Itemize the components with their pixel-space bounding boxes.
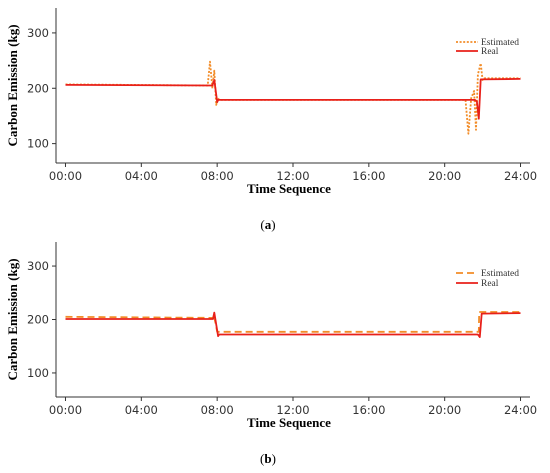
y-tick-label: 200 [27,313,49,327]
x-tick-label: 00:00 [49,169,82,183]
x-tick-label: 08:00 [201,403,234,417]
panel-label: (b) [260,451,276,466]
x-tick-label: 12:00 [276,169,309,183]
series-line-real [65,78,521,120]
x-tick-label: 16:00 [352,169,385,183]
panel-letter: b [264,451,271,466]
x-tick-label: 24:00 [504,403,537,417]
y-tick-label: 300 [27,259,49,273]
series-line-estimated [65,311,521,333]
legend-label-estimated: Estimated [481,269,519,279]
legend-label-real: Real [481,279,499,289]
x-tick-label: 04:00 [125,403,158,417]
y-axis-title: Carbon Emission (kg) [5,24,20,146]
legend-label-estimated: Estimated [481,38,519,48]
x-tick-label: 12:00 [276,403,309,417]
panel-letter: a [265,217,272,232]
x-tick-label: 20:00 [428,403,461,417]
chart-panel-a: 100 200 300 00:00 04:00 08:00 12:00 16:00 20:00 2… [5,8,537,232]
y-axis-title: Carbon Emission (kg) [5,258,20,380]
y-tick-label: 200 [27,81,49,95]
y-tick-label: 100 [27,137,49,151]
x-tick-label: 00:00 [49,403,82,417]
x-tick-label: 16:00 [352,403,385,417]
x-tick-label: 08:00 [201,169,234,183]
x-axis-title: Time Sequence [247,181,331,196]
x-tick-label: 24:00 [504,169,537,183]
series-line-estimated [65,60,521,135]
chart-panel-b: 100 200 300 00:00 04:00 08:00 12:00 16:00 20:00 2… [5,242,537,466]
series-line-real [65,311,521,339]
x-axis-title: Time Sequence [247,415,331,430]
y-tick-label: 300 [27,26,49,40]
y-tick-label: 100 [27,366,49,380]
panel-label: (a) [260,217,275,232]
legend-label-real: Real [481,47,499,57]
x-tick-label: 04:00 [125,169,158,183]
x-tick-label: 20:00 [428,169,461,183]
